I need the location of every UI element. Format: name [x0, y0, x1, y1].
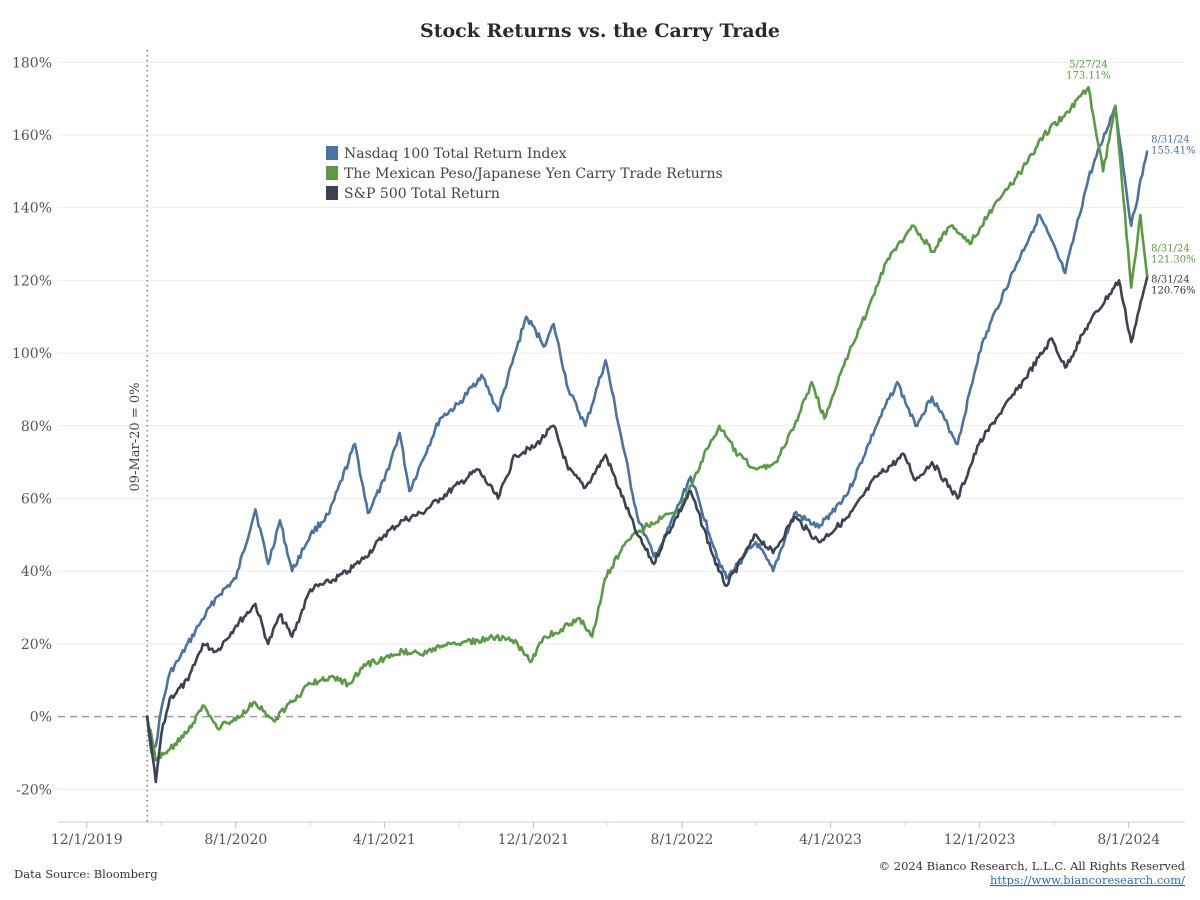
series-line-sp500 — [145, 276, 1149, 784]
x-tick-label: 12/1/2023 — [944, 832, 1016, 848]
legend-swatch-nasdaq — [326, 146, 338, 160]
legend-swatch-carry — [326, 166, 338, 180]
axis-layer: -20% 0% 20% 40% 60% 80% 100% 120% 140% 160% 180% 12… — [12, 50, 1185, 848]
y-tick-label: 160% — [12, 128, 52, 144]
annotation-date: 8/31/24 — [1151, 244, 1190, 255]
y-tick-label: 120% — [12, 273, 52, 289]
annotation-value: 121.30% — [1151, 255, 1196, 266]
y-tick-label: 40% — [21, 564, 52, 580]
y-tick-label: 180% — [12, 55, 52, 71]
annotation-value: 120.76% — [1151, 286, 1196, 297]
y-tick-label: 140% — [12, 201, 52, 217]
x-tick-label: 12/1/2021 — [498, 832, 570, 848]
chart-title: Stock Returns vs. the Carry Trade — [420, 20, 780, 42]
copyright-notice: © 2024 Bianco Research, L.L.C. All Right… — [879, 859, 1186, 873]
annotation-date: 8/31/24 — [1151, 135, 1190, 146]
annotation-date: 5/27/24 — [1069, 59, 1108, 70]
series-line-carry — [145, 86, 1149, 762]
legend-label: S&P 500 Total Return — [344, 186, 500, 202]
reference-date-label: 09-Mar-20 = 0% — [128, 383, 143, 492]
legend-swatch-sp500 — [326, 186, 338, 200]
x-tick-label: 8/1/2024 — [1097, 832, 1160, 848]
data-source-note: Data Source: Bloomberg — [14, 867, 158, 881]
series-line-nasdaq — [145, 104, 1149, 755]
annotation-date: 8/31/24 — [1151, 275, 1190, 286]
y-tick-label: 60% — [21, 491, 52, 507]
x-tick-label: 12/1/2019 — [51, 832, 123, 848]
annotation-value: 173.11% — [1066, 70, 1111, 81]
x-tick-label: 8/1/2022 — [651, 832, 714, 848]
y-tick-label: 0% — [30, 710, 52, 726]
x-tick-label: 4/1/2021 — [353, 832, 416, 848]
y-tick-label: 20% — [21, 637, 52, 653]
annotation-value: 155.41% — [1151, 146, 1196, 157]
legend-label: The Mexican Peso/Japanese Yen Carry Trad… — [344, 166, 723, 182]
legend: Nasdaq 100 Total Return Index The Mexican… — [326, 146, 723, 202]
x-tick-label: 8/1/2020 — [204, 832, 267, 848]
website-link[interactable]: https://www.biancoresearch.com/ — [990, 873, 1185, 887]
annotation-layer: 5/27/24173.11%8/31/24155.41%8/31/24121.3… — [1066, 59, 1195, 296]
x-tick-label: 4/1/2023 — [799, 832, 862, 848]
y-tick-label: 100% — [12, 346, 52, 362]
legend-label: Nasdaq 100 Total Return Index — [344, 146, 567, 162]
grid-layer — [58, 61, 1185, 790]
y-tick-label: 80% — [21, 419, 52, 435]
y-tick-label: -20% — [16, 782, 52, 798]
series-layer — [145, 86, 1149, 784]
